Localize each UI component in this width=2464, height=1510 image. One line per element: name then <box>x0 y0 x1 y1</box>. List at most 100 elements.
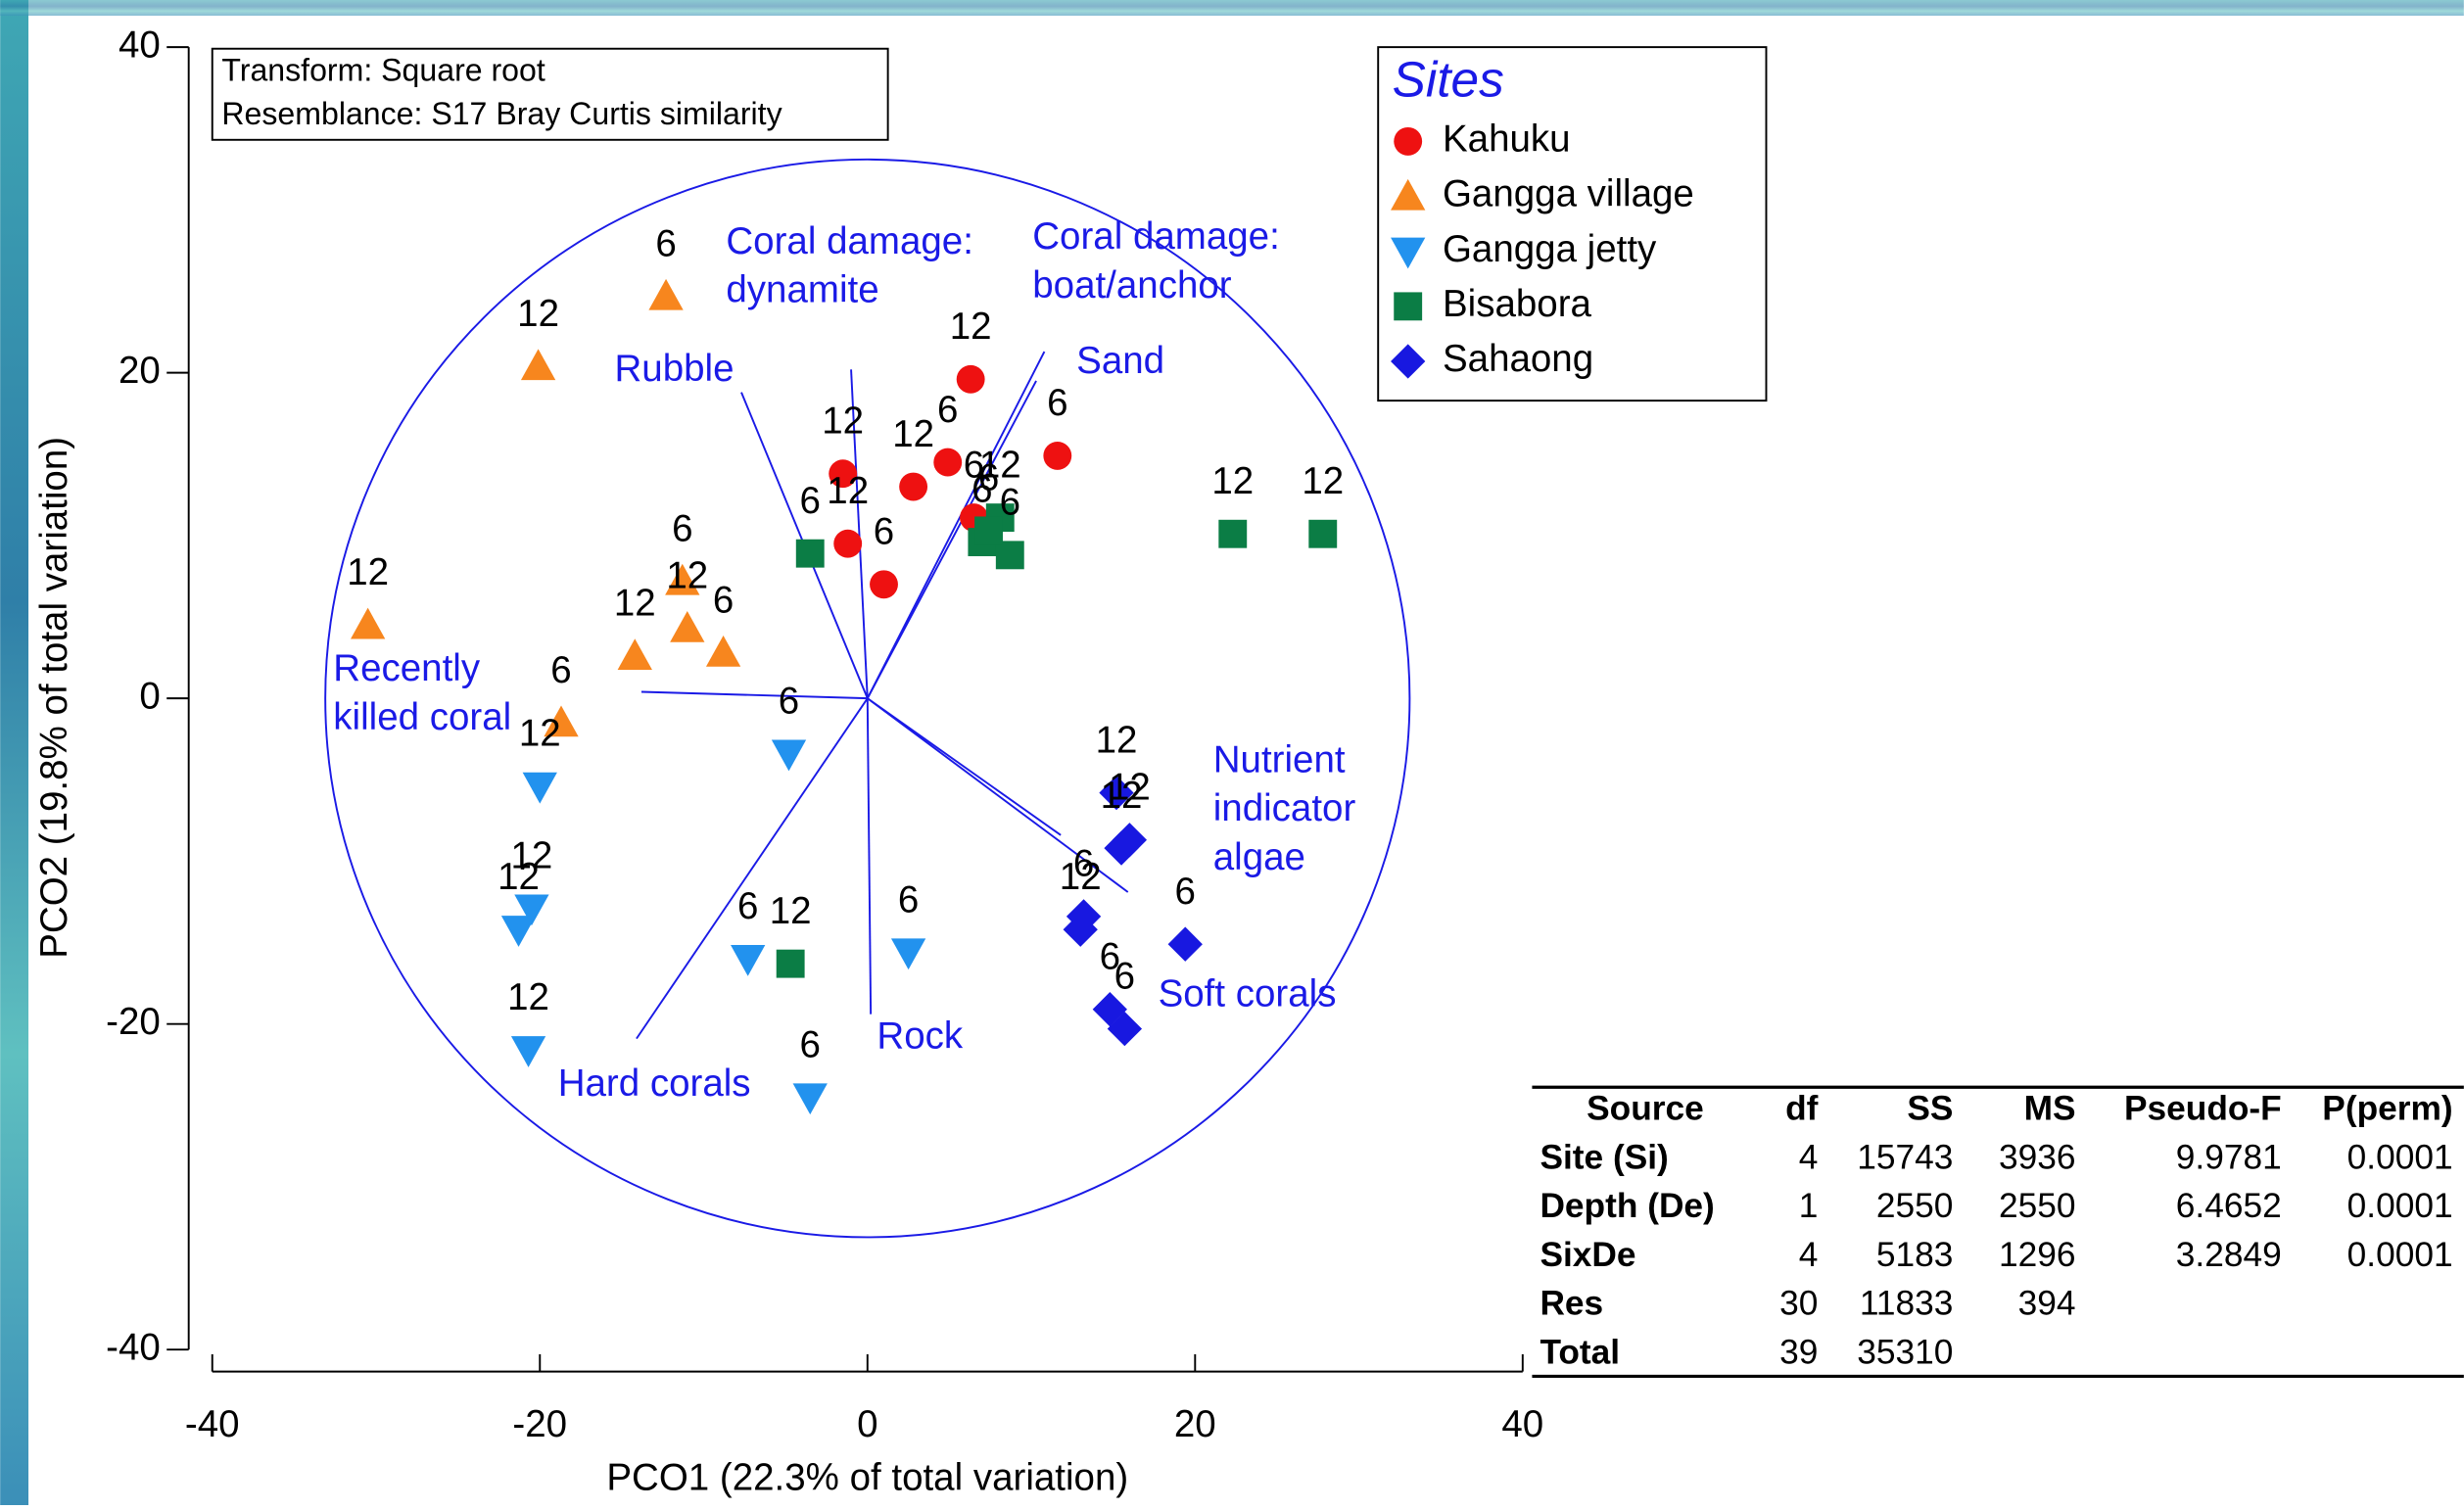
vector-label: Recently <box>333 647 481 689</box>
point-label: 6 <box>1047 382 1067 424</box>
point-label: 12 <box>827 470 869 512</box>
table-cell: 4 <box>1799 1138 1819 1176</box>
point <box>870 570 898 598</box>
vector-label: Rock <box>877 1015 963 1058</box>
table-header: MS <box>2024 1090 2076 1128</box>
point-label: 12 <box>822 401 864 443</box>
y-tick-label: 0 <box>139 675 160 717</box>
table-cell: 15743 <box>1857 1138 1953 1176</box>
vector-label: dynamite <box>726 269 878 311</box>
y-tick-label: 20 <box>118 350 161 392</box>
point <box>523 773 557 804</box>
vector-label: Coral damage: <box>726 220 973 262</box>
point <box>833 530 862 558</box>
vector-label: Soft corals <box>1159 972 1337 1015</box>
table-cell: 0.0001 <box>2347 1138 2453 1176</box>
background-strip <box>0 0 28 1505</box>
point <box>731 945 765 976</box>
point-label: 6 <box>713 579 734 621</box>
point-label: 12 <box>347 551 389 593</box>
point-label: 12 <box>498 856 540 898</box>
vector-label: Nutrient <box>1213 738 1346 780</box>
point <box>648 279 683 310</box>
point <box>891 938 925 969</box>
table-cell: 1296 <box>1999 1236 2076 1274</box>
x-tick-label: 20 <box>1174 1403 1216 1445</box>
point <box>501 916 536 947</box>
point-label: 6 <box>1175 871 1196 913</box>
point-label: 12 <box>1302 460 1344 502</box>
vector-label: killed coral <box>333 696 511 738</box>
legend-label: Bisabora <box>1443 283 1592 325</box>
vector-label: Rubble <box>614 348 734 390</box>
vector-label: Hard corals <box>558 1062 751 1105</box>
table-cell: 0.0001 <box>2347 1236 2453 1274</box>
point <box>996 541 1024 569</box>
point-label: 6 <box>672 507 692 549</box>
table-cell: Total <box>1540 1333 1620 1371</box>
point <box>796 540 825 568</box>
x-tick-label: -40 <box>185 1403 240 1445</box>
point-label: 6 <box>550 649 571 691</box>
point-label: 6 <box>937 389 958 431</box>
table-cell: 39 <box>1779 1333 1818 1371</box>
y-axis-label: PCO2 (19.8% of total variation) <box>33 437 75 959</box>
point <box>706 636 740 667</box>
point <box>521 349 555 380</box>
x-tick-label: 0 <box>857 1403 877 1445</box>
table-cell: 3.2849 <box>2176 1236 2282 1274</box>
vector-label: algae <box>1213 836 1305 878</box>
legend-title: Sites <box>1393 52 1504 108</box>
page: Transform: Square root Resemblance: S17 … <box>0 0 2464 1505</box>
annotation: Transform: Square root <box>221 52 545 87</box>
point-label: 12 <box>614 583 656 625</box>
point-label: 12 <box>950 306 992 348</box>
vector-label: indicator <box>1213 787 1356 829</box>
point-label: 6 <box>800 480 821 522</box>
point <box>957 365 985 394</box>
point-label: 12 <box>892 413 934 455</box>
vector <box>637 698 868 1038</box>
x-tick-label: -20 <box>512 1403 567 1445</box>
y-tick-label: -20 <box>106 1001 161 1043</box>
vector-label: Coral damage: <box>1032 215 1280 258</box>
vector-label: boat/anchor <box>1032 264 1232 307</box>
table-cell: SixDe <box>1540 1236 1635 1274</box>
y-tick-label: -40 <box>106 1326 161 1368</box>
table-header: df <box>1785 1090 1819 1128</box>
vector <box>868 698 871 1015</box>
table-cell: 2550 <box>1999 1187 2076 1225</box>
point <box>1168 927 1203 962</box>
legend-label: Gangga village <box>1443 173 1694 215</box>
point <box>1218 520 1247 548</box>
x-axis-label: PCO1 (22.3% of total variation) <box>606 1457 1128 1499</box>
legend-label: Gangga jetty <box>1443 228 1657 270</box>
vector <box>641 691 868 698</box>
point-label: 6 <box>898 878 919 920</box>
point-label: 12 <box>770 890 812 932</box>
point-label: 6 <box>1114 955 1135 997</box>
point <box>351 608 385 639</box>
point-label: 12 <box>1060 856 1102 898</box>
point-label: 12 <box>517 293 559 335</box>
point <box>899 473 927 501</box>
table-cell: 394 <box>2018 1285 2076 1323</box>
table-cell: 9.9781 <box>2176 1138 2282 1176</box>
point-label: 12 <box>1211 460 1254 502</box>
point <box>670 611 704 642</box>
table-header: Pseudo-F <box>2124 1090 2282 1128</box>
table-cell: 2550 <box>1876 1187 1954 1225</box>
table-cell: 6.4652 <box>2176 1187 2282 1225</box>
table-header: SS <box>1907 1090 1953 1128</box>
point-label: 12 <box>1109 767 1151 809</box>
table-cell: Depth (De) <box>1540 1187 1714 1225</box>
legend-marker <box>1394 292 1422 320</box>
point <box>933 448 962 477</box>
point-label: 12 <box>507 976 549 1018</box>
table-cell: Res <box>1540 1285 1603 1323</box>
point <box>772 740 806 772</box>
table-cell: 11833 <box>1860 1285 1954 1323</box>
table-cell: 3936 <box>1999 1138 2076 1176</box>
point-label: 6 <box>874 511 894 553</box>
table-cell: Site (Si) <box>1540 1138 1668 1176</box>
